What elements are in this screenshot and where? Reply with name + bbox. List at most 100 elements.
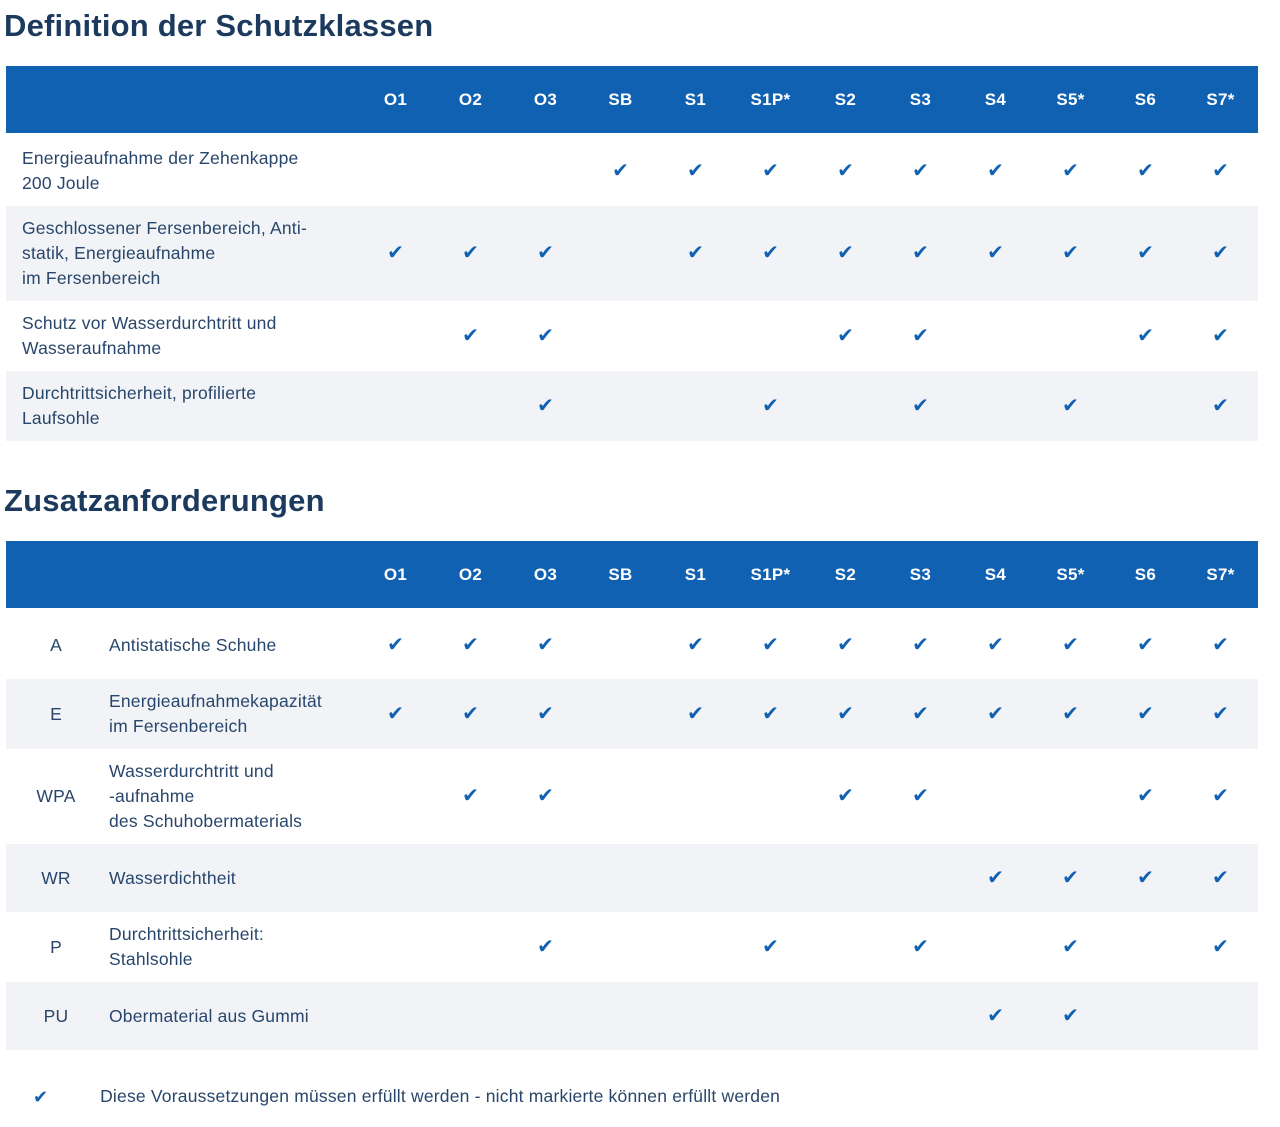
- check-icon: ✔: [33, 1086, 49, 1107]
- check-icon: ✔: [1212, 633, 1229, 656]
- check-icon: ✔: [1062, 242, 1079, 264]
- check-cell: ✔: [433, 635, 508, 656]
- check-cell: ✔: [508, 786, 583, 807]
- table-row: P Durchtrittsicherheit: Stahlsohle ✔ ✔ ✔ ✔ ✔: [6, 912, 1258, 982]
- check-icon: ✔: [1212, 242, 1229, 264]
- table-header-row: O1 O2 O3 SB S1 S1P* S2 S3 S4 S5* S6 S7*: [6, 541, 1258, 608]
- check-cell: ✔: [658, 161, 733, 182]
- check-cell: ✔: [808, 243, 883, 264]
- check-cell: ✔: [1108, 243, 1183, 264]
- check-cell: ✔: [508, 937, 583, 958]
- check-cell: ✔: [658, 704, 733, 725]
- check-cell: ✔: [808, 786, 883, 807]
- check-icon: ✔: [387, 633, 404, 656]
- row-label: Durchtrittsicherheit: Stahlsohle: [106, 922, 358, 972]
- check-cell: ✔: [733, 161, 808, 182]
- check-cell: ✔: [658, 635, 733, 656]
- row-code: P: [50, 936, 62, 957]
- table-row: Geschlossener Fersenbereich, Anti-statik…: [6, 206, 1258, 301]
- check-icon: ✔: [462, 324, 479, 347]
- check-icon: ✔: [1062, 702, 1079, 725]
- column-header-s2: S2: [834, 89, 857, 109]
- check-icon: ✔: [537, 935, 554, 958]
- row-label: Antistatische Schuhe: [106, 633, 358, 658]
- check-icon: ✔: [762, 394, 779, 417]
- check-icon: ✔: [1137, 633, 1154, 656]
- table-row: WPA Wasserdurchtritt und -aufnahme des Schu…: [6, 749, 1258, 844]
- check-icon: ✔: [912, 159, 929, 182]
- column-header-s3: S3: [909, 89, 932, 109]
- check-icon: ✔: [987, 633, 1004, 656]
- row-code: WR: [41, 867, 71, 888]
- row-label-line: Geschlossener Fersenbereich, Anti-: [22, 218, 307, 238]
- table-row: Energieaufnahme der Zehenkappe 200 Joule ✔…: [6, 136, 1258, 206]
- row-label-line: Stahlsohle: [109, 949, 193, 969]
- check-cell: ✔: [1033, 868, 1108, 889]
- check-icon: ✔: [987, 242, 1004, 264]
- row-label-line: Obermaterial aus Gummi: [109, 1005, 309, 1026]
- check-cell: ✔: [583, 161, 658, 182]
- row-label-line: 200 Joule: [22, 173, 100, 193]
- check-cell: ✔: [508, 635, 583, 656]
- check-icon: ✔: [987, 702, 1004, 725]
- check-icon: ✔: [837, 324, 854, 347]
- row-label-line: -aufnahme: [109, 786, 195, 806]
- check-icon: ✔: [762, 633, 779, 656]
- check-icon: ✔: [987, 159, 1004, 182]
- legend-text: Diese Voraussetzungen müssen erfüllt wer…: [100, 1086, 781, 1106]
- schutzklassen-table: O1 O2 O3 SB S1 S1P* S2 S3 S4 S5* S6 S7* Energieaufna…: [6, 66, 1258, 441]
- row-label: Schutz vor Wasserdurchtritt und Wasserauf…: [6, 311, 358, 361]
- check-icon: ✔: [1062, 394, 1079, 417]
- check-cell: ✔: [433, 786, 508, 807]
- check-cell: ✔: [958, 704, 1033, 725]
- table-row: PU Obermaterial aus Gummi ✔ ✔: [6, 982, 1258, 1050]
- table-row: Durchtrittsicherheit, profilierte Laufsoh…: [6, 371, 1258, 441]
- check-icon: ✔: [1212, 866, 1229, 889]
- check-cell: ✔: [958, 1006, 1033, 1027]
- check-icon: ✔: [1137, 702, 1154, 725]
- column-header-s6: S6: [1134, 564, 1157, 584]
- check-cell: ✔: [1183, 161, 1258, 182]
- check-icon: ✔: [462, 242, 479, 264]
- check-cell: ✔: [958, 243, 1033, 264]
- check-icon: ✔: [762, 159, 779, 182]
- check-icon: ✔: [987, 1004, 1004, 1027]
- check-cell: ✔: [958, 868, 1033, 889]
- check-cell: ✔: [508, 243, 583, 264]
- check-icon: ✔: [537, 785, 554, 807]
- column-header-s5star: S5*: [1056, 89, 1085, 109]
- column-header-sb: SB: [608, 89, 633, 109]
- check-cell: ✔: [1033, 635, 1108, 656]
- column-header-s4: S4: [984, 564, 1007, 584]
- check-icon: ✔: [837, 633, 854, 656]
- check-cell: ✔: [1183, 326, 1258, 347]
- check-cell: ✔: [1183, 704, 1258, 725]
- check-cell: ✔: [808, 326, 883, 347]
- check-cell: ✔: [1033, 937, 1108, 958]
- column-header-o3: O3: [533, 89, 558, 109]
- column-header-o2: O2: [458, 564, 483, 584]
- row-label-line: des Schuhobermaterials: [109, 811, 303, 831]
- check-icon: ✔: [1062, 935, 1079, 958]
- check-cell: ✔: [883, 243, 958, 264]
- check-cell: ✔: [808, 704, 883, 725]
- check-cell: ✔: [883, 161, 958, 182]
- check-cell: ✔: [883, 786, 958, 807]
- check-icon: ✔: [1137, 159, 1154, 182]
- check-cell: ✔: [1033, 1006, 1108, 1027]
- check-cell: ✔: [733, 396, 808, 417]
- check-cell: ✔: [1183, 243, 1258, 264]
- row-label-line: Energieaufnahmekapazität: [109, 691, 322, 711]
- check-icon: ✔: [687, 242, 704, 264]
- check-icon: ✔: [837, 785, 854, 807]
- column-header-s5star: S5*: [1056, 564, 1085, 584]
- check-cell: ✔: [733, 704, 808, 725]
- check-icon: ✔: [762, 935, 779, 958]
- check-icon: ✔: [1062, 1004, 1079, 1027]
- check-icon: ✔: [1137, 785, 1154, 807]
- check-cell: ✔: [883, 937, 958, 958]
- row-label: Geschlossener Fersenbereich, Anti-statik…: [6, 216, 358, 291]
- column-header-s6: S6: [1134, 89, 1157, 109]
- check-icon: ✔: [1062, 633, 1079, 656]
